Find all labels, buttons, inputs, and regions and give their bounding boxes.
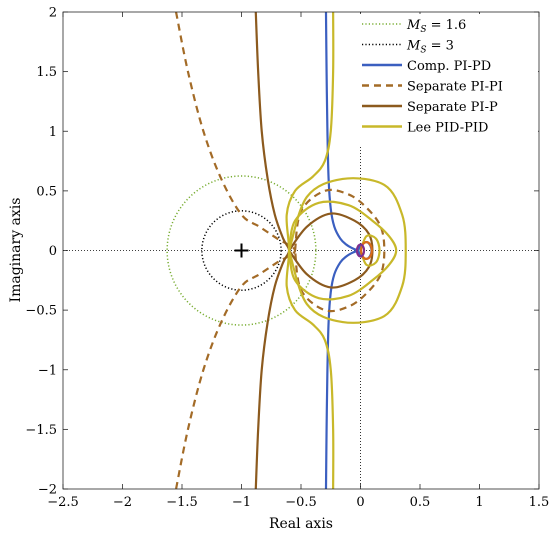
y-tick-label: 0 xyxy=(49,244,57,259)
legend-label: MS = 3 xyxy=(406,39,454,56)
y-tick-label: −2 xyxy=(38,483,57,498)
y-tick-label: −1.5 xyxy=(25,423,57,438)
x-tick-label: −2.5 xyxy=(47,495,79,510)
y-tick-label: 0.5 xyxy=(36,184,57,199)
critical-point-marks xyxy=(234,243,249,258)
y-tick-label: −0.5 xyxy=(25,304,57,319)
x-tick-label: 0 xyxy=(356,495,364,510)
x-tick-label: 1 xyxy=(475,495,483,510)
series-3-branch-3 xyxy=(359,234,381,267)
axis-ticks: −2.5 −2 −1.5 −1 −0.5 0 0.5 1 1.5−2−1.5−1−0.500.5… xyxy=(25,6,549,511)
series-3-branch-1 xyxy=(288,200,398,301)
y-axis-label: Imaginary axis xyxy=(8,198,24,303)
legend-label: Separate PI-P xyxy=(407,100,498,115)
legend-box xyxy=(357,14,538,147)
circle-ms-1 xyxy=(201,210,282,291)
circle-ms-0 xyxy=(166,175,317,326)
x-tick-label: −0.5 xyxy=(285,495,317,510)
orange-inner-loop xyxy=(359,241,373,260)
y-tick-label: 2 xyxy=(49,6,57,21)
x-axis-label: Real axis xyxy=(269,516,333,532)
legend-label: Separate PI-PI xyxy=(407,80,503,95)
purple-inner-loop xyxy=(355,243,366,258)
nyquist-curves xyxy=(174,12,407,489)
x-tick-label: −1 xyxy=(232,495,251,510)
series-0-branch-0 xyxy=(324,12,359,252)
x-tick-label: 1.5 xyxy=(529,495,550,510)
zero-guides xyxy=(63,12,539,489)
x-tick-label: 0.5 xyxy=(410,495,431,510)
legend: MS = 1.6 MS = 3 Comp. PI-PD Separate PI-PI S… xyxy=(357,14,538,147)
y-tick-label: 1.5 xyxy=(36,65,57,80)
legend-label: MS = 1.6 xyxy=(406,18,466,35)
legend-label: Comp. PI-PD xyxy=(407,59,491,74)
y-tick-label: −1 xyxy=(38,363,57,378)
x-tick-label: −1.5 xyxy=(166,495,198,510)
sensitivity-circles xyxy=(166,175,317,326)
x-tick-label: −2 xyxy=(113,495,132,510)
series-3-branch-2 xyxy=(288,177,407,324)
y-tick-label: 1 xyxy=(49,125,57,140)
series-0-branch-2 xyxy=(324,249,359,489)
legend-label: Lee PID-PID xyxy=(407,121,488,136)
